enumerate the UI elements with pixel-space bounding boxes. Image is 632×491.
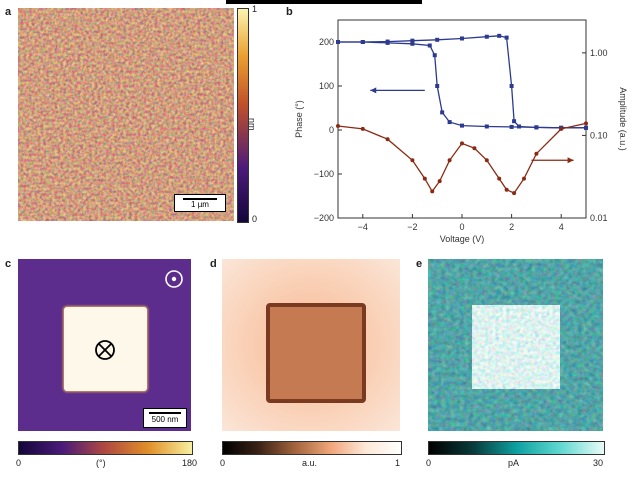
amplitude-point [422, 176, 427, 181]
scale-bar-a: 1 µm [174, 194, 226, 212]
phase-point [484, 124, 489, 129]
colorbar-d [222, 441, 402, 455]
amplitude-point [430, 189, 435, 194]
amplitude-point [385, 137, 390, 142]
colorbar-e-min: 0 [426, 458, 432, 468]
amplitude-point [472, 146, 477, 151]
scale-bar-c: 500 nm [143, 408, 187, 428]
phase-point [497, 33, 502, 38]
conduction-current-image [428, 259, 603, 431]
phase-line-forward [338, 35, 586, 129]
amplitude-point [460, 141, 464, 146]
phase-point [432, 53, 437, 58]
phase-point [435, 37, 440, 42]
x-tick-label: −2 [407, 222, 417, 232]
colorbar-a-unit: nm [247, 118, 257, 131]
y-tick-label: −100 [314, 169, 334, 179]
y-tick-label: 0 [329, 125, 334, 135]
amplitude-point [497, 176, 502, 181]
phase-line-backward [338, 41, 586, 129]
y2-tick-label: 1.00 [590, 48, 608, 58]
colorbar-c [18, 441, 193, 455]
y2-axis-label: Amplitude (a.u.) [618, 87, 628, 151]
colorbar-e-max: 30 [593, 458, 604, 468]
y-tick-label: 100 [319, 81, 334, 91]
phase-point [512, 119, 517, 124]
dot-in-circle-icon [165, 270, 183, 288]
phase-point [460, 36, 464, 41]
hysteresis-chart: −4 −2 0 2 4 −200 −100 0 100 200 0.01 0.10 1.00 Voltag… [294, 19, 628, 244]
y-tick-label: 200 [319, 37, 334, 47]
panel-label-d: d [210, 258, 217, 270]
phase-point [534, 125, 539, 130]
amplitude-point [522, 176, 526, 181]
pfm-amplitude-image [222, 259, 400, 431]
colorbar-a-max: 1 [252, 4, 258, 14]
amplitude-point [447, 158, 452, 163]
phase-point [447, 120, 452, 125]
phase-point [336, 40, 340, 44]
amplitude-point [504, 187, 509, 192]
amplitude-square [266, 303, 366, 403]
amplitude-point [559, 126, 564, 131]
x-tick-label: −4 [358, 222, 368, 232]
afm-topography-image: 1 µm [18, 8, 234, 221]
panel-label-c: c [5, 258, 12, 270]
phase-point [504, 35, 509, 40]
colorbar-c-max: 180 [182, 458, 198, 468]
amplitude-line [337, 122, 587, 194]
y2-tick-label: 0.01 [590, 213, 608, 223]
amplitude-point [512, 191, 517, 196]
phase-point [484, 34, 489, 39]
top-black-bar [226, 0, 422, 4]
x-tick-label: 4 [559, 222, 564, 232]
phase-point [460, 123, 464, 128]
amplitude-point [336, 124, 340, 129]
colorbar-d-unit: a.u. [302, 458, 318, 468]
amplitude-point [437, 179, 442, 184]
y-axis-label: Phase (°) [294, 100, 304, 138]
phase-point [410, 41, 415, 46]
colorbar-d-min: 0 [220, 458, 226, 468]
colorbar-e-unit: pA [508, 458, 520, 468]
pfm-phase-image: 500 nm [18, 259, 191, 431]
phase-point [427, 43, 432, 48]
amplitude-arrow-head [567, 157, 574, 164]
cross-in-circle-icon [95, 340, 115, 360]
x-tick-label: 2 [509, 222, 514, 232]
colorbar-d-max: 1 [395, 458, 401, 468]
amplitude-point [484, 158, 489, 163]
phase-point [360, 40, 365, 44]
plot-frame [337, 19, 587, 219]
panel-label-a: a [5, 6, 12, 18]
phase-point [440, 110, 445, 115]
phase-point [509, 84, 514, 88]
amplitude-point [360, 126, 365, 131]
phase-point [509, 124, 514, 129]
y-tick-label: −200 [314, 213, 334, 223]
x-tick-label: 0 [459, 222, 464, 232]
phase-arrow-head [370, 87, 377, 94]
conduction-svg [428, 259, 603, 431]
afm-topography-svg [18, 8, 234, 221]
phase-point [410, 38, 415, 43]
y2-tick-label: 0.10 [590, 130, 608, 140]
panel-label-b: b [286, 6, 293, 18]
colorbar-a [237, 8, 249, 223]
phase-point [584, 125, 588, 130]
amplitude-point [584, 121, 588, 126]
x-axis-label: Voltage (V) [440, 234, 485, 244]
phase-point [435, 84, 440, 88]
amplitude-point [534, 151, 539, 156]
colorbar-c-unit: (°) [96, 458, 106, 468]
colorbar-a-min: 0 [252, 214, 258, 224]
amplitude-point [410, 158, 415, 163]
phase-point [385, 40, 390, 45]
panel-label-e: e [416, 258, 423, 270]
colorbar-c-min: 0 [16, 458, 22, 468]
colorbar-e [428, 441, 605, 455]
